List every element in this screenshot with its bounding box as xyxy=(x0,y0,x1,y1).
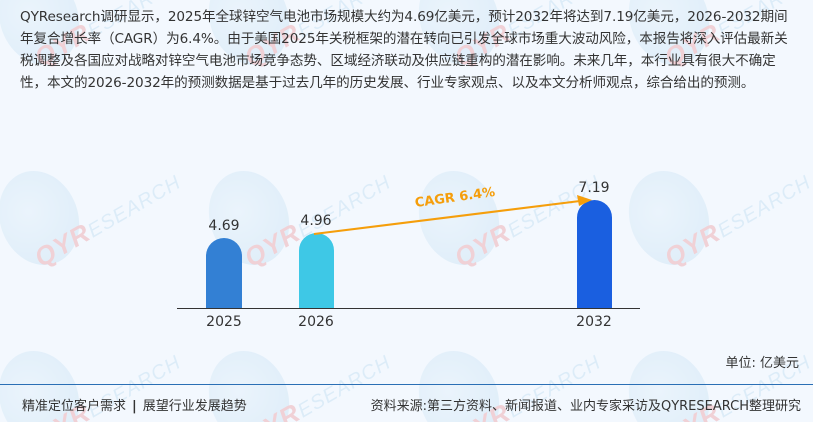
footer-slogan: 精准定位客户需求 | 展望行业发展趋势 xyxy=(22,395,247,414)
category-label-2025: 2025 xyxy=(206,314,242,330)
bar-2025 xyxy=(206,238,242,308)
bar-value-2026: 4.96 xyxy=(300,213,332,229)
footer-divider xyxy=(0,384,813,385)
slogan-part-1: 精准定位客户需求 xyxy=(22,399,127,414)
category-label-2026: 2026 xyxy=(298,314,334,330)
footer-source: 资料来源:第三方资料、新闻报道、业内专家采访及QYRESEARCH整理研究 xyxy=(370,399,801,414)
category-label-2032: 2032 xyxy=(576,314,612,330)
cagr-arrow-icon xyxy=(313,195,592,235)
bar-chart: 4.69 2025 4.96 2026 7.19 2032 CAGR 6.4% xyxy=(177,180,640,330)
slogan-part-2: 展望行业发展趋势 xyxy=(142,399,247,414)
bar-value-2032: 7.19 xyxy=(578,180,610,196)
unit-label: 单位: 亿美元 xyxy=(725,356,799,371)
slogan-separator: | xyxy=(132,399,137,414)
intro-paragraph: QYResearch调研显示，2025年全球锌空气电池市场规模大约为4.69亿美… xyxy=(20,9,788,91)
bar-value-2025: 4.69 xyxy=(208,218,240,234)
bar-2026 xyxy=(299,233,334,308)
x-axis-line xyxy=(177,308,640,309)
bar-2032 xyxy=(577,200,612,308)
